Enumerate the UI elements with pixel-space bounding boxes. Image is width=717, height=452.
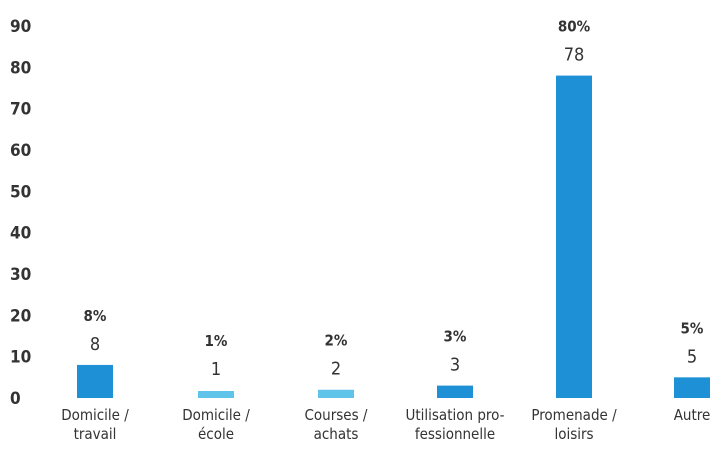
x-category-label: Domicile / école: [182, 406, 250, 443]
y-axis: 0 10 20 30 40 50 60 70 80 90: [10, 17, 31, 409]
bars: [77, 75, 710, 398]
x-category-label-line: Autre: [674, 406, 711, 424]
y-tick-label: 80: [10, 58, 31, 78]
y-tick-label: 20: [10, 306, 31, 326]
x-category-label-line: Promenade /: [531, 406, 617, 424]
bar-percent-label: 1%: [205, 332, 228, 350]
x-category-label: Courses / achats: [305, 406, 368, 443]
x-category-label-line: loisirs: [554, 425, 593, 443]
bar-percent-label: 80%: [558, 18, 591, 36]
x-category-label: Utilisation pro-fessionnelle: [405, 406, 504, 443]
y-tick-label: 70: [10, 100, 31, 120]
x-category-label-line: école: [198, 425, 234, 443]
percent-labels: 8% 1% 2% 3% 80% 5%: [84, 18, 704, 350]
x-category-label: Autre: [674, 406, 711, 424]
x-category-label-line: travail: [74, 425, 117, 443]
bar: [556, 75, 592, 398]
bar-value-label: 78: [564, 45, 585, 66]
y-tick-label: 90: [10, 17, 31, 37]
bar: [674, 377, 710, 398]
bar: [437, 385, 473, 398]
x-category-label-line: Utilisation pro-: [405, 406, 504, 424]
x-category-label: Domicile / travail: [61, 406, 129, 443]
x-category-label-line: Domicile /: [182, 406, 250, 424]
bar: [77, 364, 113, 398]
bar-percent-label: 5%: [681, 319, 704, 337]
bar-value-label: 8: [90, 334, 100, 355]
bar-percent-label: 2%: [325, 332, 348, 350]
x-category-label-line: Courses /: [305, 406, 368, 424]
y-tick-label: 60: [10, 141, 31, 161]
x-category-label-line: achats: [314, 425, 359, 443]
y-tick-label: 0: [10, 389, 21, 409]
bar-value-label: 2: [331, 359, 341, 380]
x-category-label: Promenade / loisirs: [531, 406, 617, 443]
bar-percent-label: 8%: [84, 307, 107, 325]
y-tick-label: 30: [10, 265, 31, 285]
value-labels: 8 1 2 3 78 5: [90, 45, 697, 380]
x-category-label-line: Domicile /: [61, 406, 129, 424]
x-category-label-line: fessionnelle: [415, 425, 495, 443]
bar-value-label: 5: [687, 346, 697, 367]
bar: [318, 389, 354, 398]
y-tick-label: 40: [10, 224, 31, 244]
bar-value-label: 3: [450, 355, 460, 376]
bar-percent-label: 3%: [444, 328, 467, 346]
y-tick-label: 50: [10, 182, 31, 202]
bar: [198, 391, 234, 398]
y-tick-label: 10: [10, 348, 31, 368]
bar-value-label: 1: [211, 359, 221, 380]
